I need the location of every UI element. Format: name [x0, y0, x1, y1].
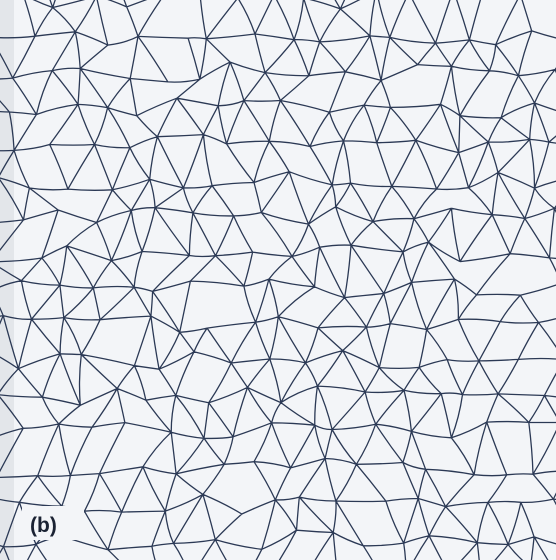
- panel-label: (b): [30, 514, 57, 537]
- page: (b) (() => { const data = JSON.parse(doc…: [0, 0, 556, 560]
- left-edge: [0, 0, 14, 560]
- micrograph: (b): [0, 0, 556, 560]
